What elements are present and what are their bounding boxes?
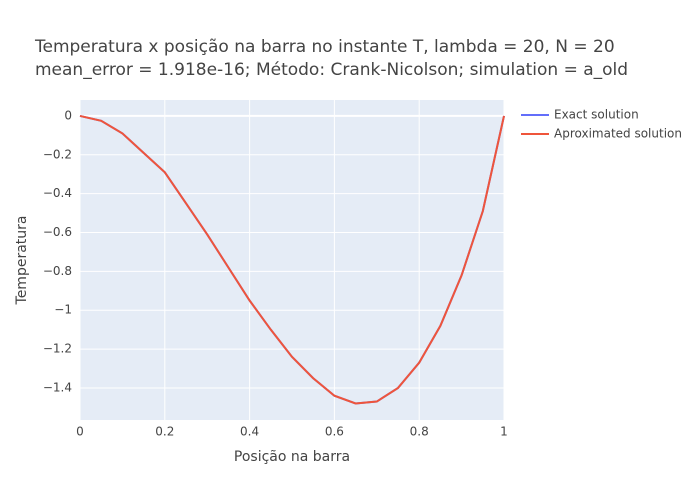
y-tick-label: −0.4 (43, 186, 72, 200)
y-tick-label: −0.8 (43, 264, 72, 278)
legend-label: Aproximated solution (554, 127, 682, 141)
x-tick-label: 0.8 (410, 425, 429, 439)
y-tick-label: −0.2 (43, 147, 72, 161)
y-tick-label: 0 (64, 108, 72, 122)
y-tick-label: −1.4 (43, 380, 72, 394)
legend-label: Exact solution (554, 108, 639, 122)
plot-area (80, 100, 504, 420)
chart-title: Temperatura x posição na barra no instan… (34, 37, 615, 57)
y-tick-label: −0.6 (43, 225, 72, 239)
x-tick-label: 0 (76, 425, 84, 439)
x-tick-label: 0.6 (325, 425, 344, 439)
series-line (79, 114, 505, 405)
x-axis-title: Posição na barra (234, 449, 350, 465)
x-tick-label: 1 (500, 425, 508, 439)
x-tick-label: 0.4 (240, 425, 259, 439)
x-tick-label: 0.2 (155, 425, 174, 439)
chart-title: mean_error = 1.918e-16; Método: Crank-Ni… (35, 60, 628, 80)
y-axis-title: Temperatura (14, 216, 30, 306)
y-tick-label: −1 (54, 303, 72, 317)
y-tick-label: −1.2 (43, 342, 72, 356)
